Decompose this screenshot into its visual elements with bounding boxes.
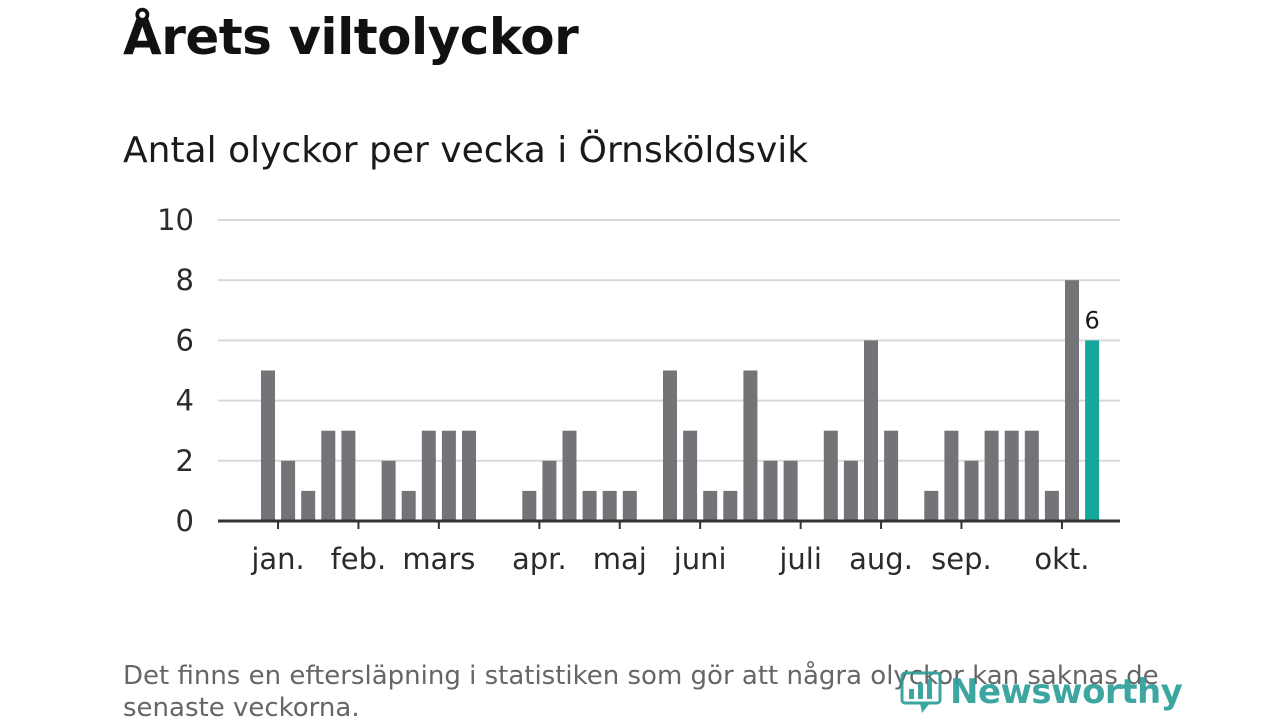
x-tick-label: juli	[778, 542, 822, 576]
y-tick-label: 4	[176, 384, 194, 418]
bar	[944, 430, 959, 521]
bar	[683, 430, 698, 521]
bar	[1024, 430, 1039, 521]
bar	[1085, 340, 1100, 521]
bar	[261, 370, 275, 521]
bar	[703, 490, 718, 521]
bar	[663, 370, 677, 521]
x-tick-label: feb.	[331, 542, 387, 576]
bar	[401, 490, 416, 521]
x-tick-label: juni	[673, 542, 727, 576]
x-tick-label: apr.	[512, 542, 567, 576]
newsworthy-logo-icon	[900, 671, 942, 713]
x-tick-label: aug.	[849, 542, 913, 576]
y-tick-label: 8	[176, 263, 194, 297]
x-tick-label: okt.	[1034, 542, 1089, 576]
bar	[321, 430, 336, 521]
bar	[924, 490, 939, 521]
bar	[864, 340, 878, 521]
x-tick-label: sep.	[931, 542, 992, 576]
bar	[843, 460, 858, 521]
bar	[1004, 430, 1019, 521]
chart-title: Årets viltolyckor	[123, 8, 579, 66]
y-tick-label: 0	[176, 504, 194, 538]
bar	[964, 460, 979, 521]
x-tick-label: mars	[402, 542, 475, 576]
newsworthy-logo: Newsworthy	[900, 667, 1183, 717]
bar-chart: 0 2 4 6 8 10 jan. feb. mars apr. maj juni juli aug. se…	[157, 203, 1120, 576]
bar	[562, 430, 577, 521]
data-label: 6	[1084, 306, 1099, 334]
bar	[341, 430, 356, 521]
bar	[1044, 490, 1059, 521]
bar	[763, 460, 778, 521]
x-tick-label: maj	[593, 542, 647, 576]
logo-text: Newsworthy	[950, 672, 1183, 712]
labels: 0 2 4 6 8 10 jan. feb. mars apr. maj juni juli aug. se…	[157, 203, 1100, 576]
bar	[602, 490, 617, 521]
bar	[542, 460, 557, 521]
bar	[783, 460, 798, 521]
bar	[823, 430, 838, 521]
bar	[1065, 280, 1079, 521]
bar	[582, 490, 597, 521]
bar	[301, 490, 316, 521]
x-tick-label: jan.	[250, 542, 304, 576]
bars	[261, 280, 1100, 521]
bar	[622, 490, 637, 521]
bar	[743, 370, 758, 521]
bar	[522, 490, 537, 521]
y-tick-label: 10	[157, 203, 194, 237]
bar	[441, 430, 456, 521]
y-tick-label: 2	[176, 444, 194, 478]
y-tick-label: 6	[176, 323, 194, 357]
x-axis	[218, 519, 1120, 529]
chart-subtitle: Antal olyckor per vecka i Örnsköldsvik	[123, 130, 809, 171]
bar	[884, 430, 899, 521]
footnote: Det finns en eftersläpning i statistiken…	[123, 661, 1159, 723]
bar	[462, 430, 476, 521]
bar	[421, 430, 436, 521]
bar	[723, 490, 738, 521]
bar	[281, 460, 296, 521]
bar	[381, 460, 396, 521]
bar	[984, 430, 999, 521]
